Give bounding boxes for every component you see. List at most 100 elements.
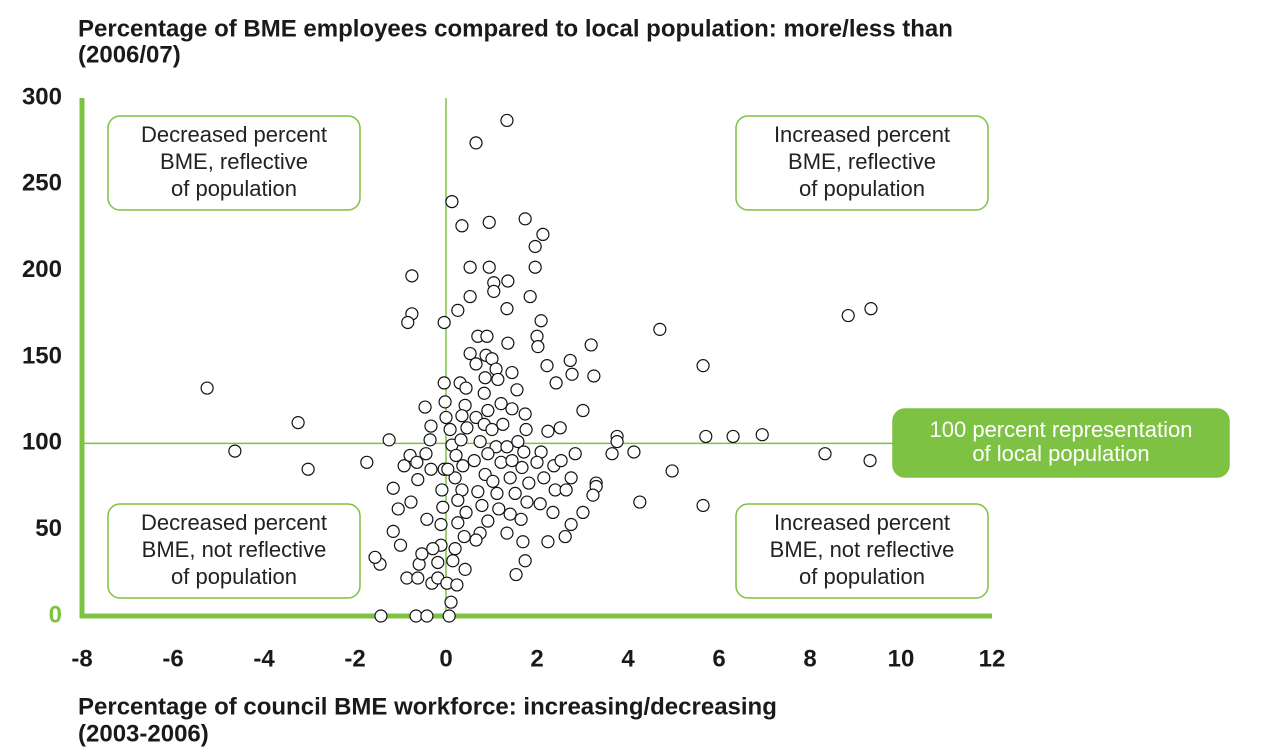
point — [487, 284, 501, 298]
point — [511, 435, 525, 449]
point — [500, 440, 514, 454]
point — [459, 505, 473, 520]
point — [584, 338, 598, 352]
point — [605, 447, 619, 461]
point — [505, 402, 519, 416]
point — [401, 315, 415, 330]
point — [500, 302, 514, 316]
point — [481, 514, 495, 528]
point — [518, 212, 532, 226]
point — [540, 359, 554, 373]
point — [469, 136, 483, 150]
point — [627, 445, 641, 459]
point — [450, 578, 464, 592]
point — [397, 459, 411, 473]
point — [563, 353, 577, 368]
point — [518, 554, 532, 568]
point — [448, 471, 462, 485]
point — [301, 462, 315, 476]
point — [522, 476, 536, 490]
point — [469, 533, 483, 547]
y-tick-label: 300 — [22, 83, 62, 110]
point — [446, 554, 460, 568]
point — [490, 486, 504, 501]
point — [475, 498, 489, 513]
point — [436, 500, 450, 514]
point — [841, 308, 855, 323]
point — [696, 498, 710, 513]
point — [528, 260, 542, 274]
point — [508, 486, 522, 501]
y-tick-label: 150 — [22, 342, 62, 369]
annotation-text: of local population — [972, 441, 1149, 466]
point — [503, 471, 517, 485]
point — [586, 488, 600, 502]
point — [510, 383, 524, 397]
point — [455, 219, 469, 233]
point — [368, 550, 382, 564]
y-tick-label: 250 — [22, 170, 62, 197]
point — [818, 447, 832, 461]
point — [565, 367, 579, 381]
point — [537, 471, 551, 485]
point — [755, 428, 769, 442]
annotation-box — [892, 408, 1230, 478]
point — [699, 429, 713, 444]
point — [549, 376, 563, 390]
x-axis-label: Percentage of council BME workforce: inc… — [78, 693, 777, 720]
point — [418, 400, 432, 414]
point — [423, 433, 437, 447]
point — [360, 455, 374, 469]
annotation-text: of population — [171, 564, 297, 589]
point — [391, 502, 405, 516]
point — [548, 483, 562, 497]
point — [404, 495, 418, 509]
point — [576, 403, 590, 418]
point — [528, 239, 542, 254]
point — [442, 609, 456, 623]
point — [374, 609, 388, 623]
x-tick-label: 12 — [979, 645, 1006, 672]
x-tick-label: 0 — [439, 645, 452, 672]
point — [477, 386, 491, 400]
point — [576, 505, 590, 520]
point — [386, 481, 400, 495]
point — [653, 322, 667, 336]
point — [437, 315, 451, 330]
point — [536, 227, 550, 242]
point — [496, 417, 510, 431]
point — [478, 371, 492, 385]
annotation-text: of population — [799, 564, 925, 589]
point — [519, 422, 533, 437]
point — [568, 447, 582, 461]
chart-title: (2006/07) — [78, 41, 181, 68]
point — [460, 421, 474, 435]
point — [393, 538, 408, 552]
annotation-box — [735, 503, 989, 599]
annotation-text: BME, reflective — [160, 149, 308, 174]
point — [455, 409, 469, 423]
point — [424, 462, 438, 476]
x-tick-label: 6 — [712, 645, 725, 672]
point — [451, 303, 465, 317]
point — [864, 302, 878, 316]
point — [444, 595, 458, 609]
point — [494, 397, 508, 411]
point — [546, 505, 560, 520]
annotation-text: BME, not reflective — [142, 537, 327, 562]
point — [463, 260, 477, 274]
point — [482, 260, 496, 274]
point — [481, 447, 495, 461]
y-tick-label: 100 — [22, 429, 62, 456]
point — [419, 447, 433, 461]
point — [553, 421, 567, 435]
x-tick-label: 2 — [530, 645, 543, 672]
point — [463, 346, 477, 361]
point — [449, 448, 463, 463]
y-tick-label: 200 — [22, 256, 62, 283]
point — [518, 407, 532, 421]
point — [420, 609, 434, 623]
x-tick-label: -8 — [71, 645, 92, 672]
point — [517, 445, 531, 459]
point — [587, 369, 601, 383]
